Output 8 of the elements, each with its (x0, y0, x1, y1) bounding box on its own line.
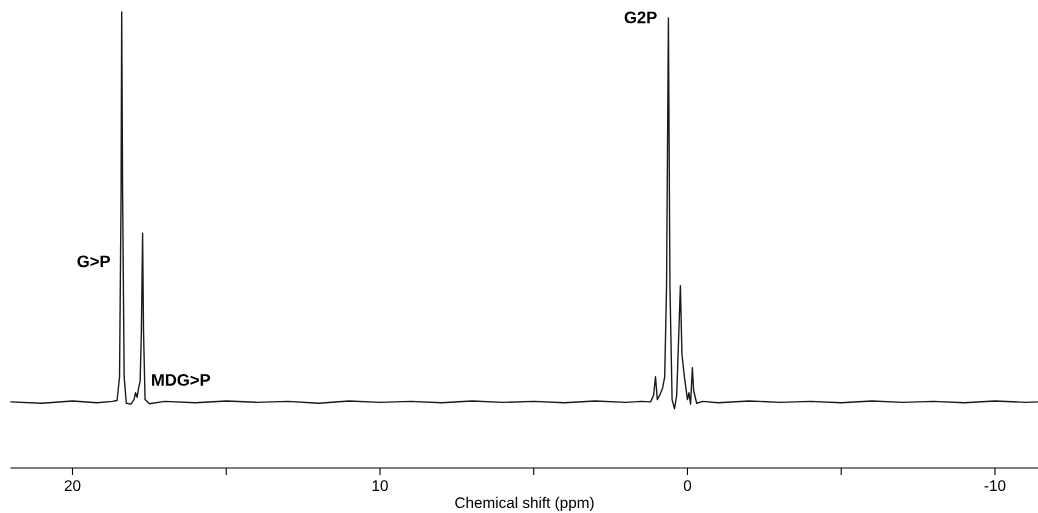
annotation: MDG>P (152, 374, 211, 386)
annotation: G2P (624, 11, 657, 24)
x-tick-label: 0 (683, 480, 692, 492)
x-tick-label: -10 (984, 480, 1006, 492)
x-axis-title: Chemical shift (ppm) (455, 496, 594, 512)
annotation: G>P (77, 255, 111, 268)
x-tick-label: 20 (64, 480, 81, 492)
x-tick-label: 10 (372, 480, 388, 492)
